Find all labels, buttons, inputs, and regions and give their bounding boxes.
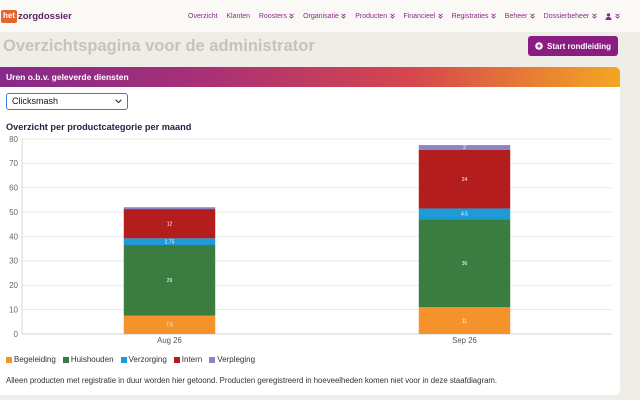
x-tick-label: Aug 26 bbox=[157, 336, 182, 345]
chevron-double-down-icon bbox=[491, 13, 496, 19]
nav-item-klanten[interactable]: Klanten bbox=[226, 13, 250, 20]
data-label: 2 bbox=[463, 145, 466, 151]
chevron-down-icon bbox=[115, 99, 122, 104]
nav-item-label: Roosters bbox=[258, 12, 287, 20]
y-tick-label: 10 bbox=[9, 305, 18, 314]
nav-item-financieel[interactable]: Financieel bbox=[403, 12, 443, 20]
data-label: 7.5 bbox=[166, 323, 173, 329]
hours-card: Uren o.b.v. geleverde diensten Clicksmas… bbox=[0, 67, 620, 395]
card-header: Uren o.b.v. geleverde diensten bbox=[0, 67, 620, 87]
nav-item-registraties[interactable]: Registraties bbox=[452, 13, 496, 20]
chevron-double-down-icon bbox=[591, 13, 597, 19]
legend-label: Huishouden bbox=[70, 355, 114, 364]
chevron-double-down-icon bbox=[438, 13, 443, 19]
top-navigation-bar: het zorgdossier Overzicht Klanten Rooste… bbox=[0, 0, 640, 32]
data-label: 24 bbox=[462, 177, 468, 183]
logo-prefix: het bbox=[1, 9, 17, 23]
start-tour-button[interactable]: Start rondleiding bbox=[528, 36, 618, 56]
nav-item-label: Organisatie bbox=[303, 12, 339, 20]
client-select[interactable]: Clicksmash bbox=[6, 93, 128, 110]
nav-item-label: Registraties bbox=[451, 12, 489, 20]
nav-item-producten[interactable]: Producten bbox=[355, 12, 395, 20]
legend-swatch bbox=[62, 356, 69, 363]
data-label: 4.5 bbox=[461, 212, 468, 218]
legend-swatch bbox=[209, 356, 216, 363]
chevron-double-down-icon bbox=[530, 13, 535, 19]
bar-segment-verzorging bbox=[418, 208, 511, 220]
legend-label: Verpleging bbox=[217, 355, 256, 364]
legend-label: Verzorging bbox=[128, 355, 167, 364]
nav-item-organisatie[interactable]: Organisatie bbox=[303, 12, 347, 20]
nav-item-label: Klanten bbox=[226, 12, 251, 20]
data-label: 11 bbox=[462, 318, 467, 324]
bar-segment-verpleging bbox=[123, 207, 216, 210]
nav-item-label: Dossierbeheer bbox=[543, 12, 590, 20]
nav-item-user-menu[interactable] bbox=[605, 12, 620, 20]
chart-legend: Begeleiding Huishouden Verzorging Intern Ver… bbox=[6, 355, 255, 364]
nav-item-beheer[interactable]: Beheer bbox=[505, 13, 535, 20]
bar-stack-sep-26: 11 36 4.5 24 2 bbox=[418, 145, 511, 334]
logo[interactable]: het zorgdossier bbox=[1, 8, 72, 24]
stacked-bar-chart: 0 10 20 30 40 50 60 70 80 7.5 29 2.75 12 Aug 26 11 36 4.… bbox=[9, 135, 612, 345]
client-select-value: Clicksmash bbox=[12, 96, 59, 106]
bar-segment-huishouden bbox=[418, 219, 511, 308]
y-tick-label: 50 bbox=[9, 208, 18, 217]
y-tick-label: 40 bbox=[9, 232, 18, 241]
legend-swatch bbox=[120, 356, 127, 363]
logo-name: zorgdossier bbox=[18, 10, 72, 22]
legend-item-huishouden[interactable]: Huishouden bbox=[62, 355, 114, 364]
y-tick-label: 0 bbox=[14, 330, 19, 339]
nav-item-roosters[interactable]: Roosters bbox=[259, 13, 295, 20]
data-label: 29 bbox=[167, 278, 173, 284]
page-title: Overzichtspagina voor de administrator bbox=[3, 37, 315, 55]
nav-item-overzicht[interactable]: Overzicht bbox=[188, 13, 218, 20]
nav-item-dossierbeheer[interactable]: Dossierbeheer bbox=[544, 13, 597, 20]
nav-item-label: Financieel bbox=[403, 12, 436, 20]
chart-footnote: Alleen producten met registratie in duur… bbox=[6, 376, 498, 385]
legend-swatch bbox=[173, 356, 180, 363]
start-tour-label: Start rondleiding bbox=[547, 41, 611, 51]
user-icon bbox=[605, 12, 612, 20]
chart-title: Overzicht per productcategorie per maand bbox=[6, 122, 192, 132]
bar-stack-aug-26: 7.5 29 2.75 12 bbox=[123, 207, 216, 334]
gridlines bbox=[22, 138, 612, 335]
legend-item-verpleging[interactable]: Verpleging bbox=[209, 355, 255, 364]
bar-segment-intern bbox=[418, 149, 511, 209]
y-tick-label: 30 bbox=[9, 257, 18, 266]
legend-item-verzorging[interactable]: Verzorging bbox=[120, 355, 167, 364]
chevron-double-down-icon bbox=[341, 13, 347, 19]
bar-segment-huishouden bbox=[123, 245, 216, 316]
y-tick-label: 60 bbox=[9, 184, 18, 193]
legend-label: Begeleiding bbox=[14, 355, 56, 364]
legend-swatch bbox=[6, 356, 12, 363]
bar-segment-verzorging bbox=[123, 238, 216, 246]
data-label: 2.75 bbox=[165, 239, 175, 245]
data-label: 36 bbox=[462, 261, 468, 267]
main-menu: Overzicht Klanten Roosters Organisatie P… bbox=[188, 9, 620, 23]
nav-item-label: Producten bbox=[355, 12, 388, 20]
chevron-double-down-icon bbox=[389, 13, 395, 19]
x-tick-label: Sep 26 bbox=[452, 336, 477, 345]
bar-segment-verpleging bbox=[418, 145, 511, 150]
legend-item-intern[interactable]: Intern bbox=[173, 355, 203, 364]
bar-segment-begeleiding bbox=[418, 307, 511, 334]
nav-item-label: Overzicht bbox=[188, 12, 218, 20]
plus-circle-icon bbox=[535, 42, 543, 50]
legend-item-begeleiding[interactable]: Begeleiding bbox=[6, 355, 56, 364]
legend-label: Intern bbox=[181, 355, 203, 364]
chevron-double-down-icon bbox=[289, 13, 295, 19]
nav-item-label: Beheer bbox=[504, 12, 528, 20]
y-tick-label: 20 bbox=[9, 281, 18, 290]
y-tick-label: 70 bbox=[9, 159, 18, 168]
chevron-double-down-icon bbox=[615, 13, 620, 19]
bar-segment-begeleiding bbox=[123, 315, 216, 334]
y-tick-label: 80 bbox=[9, 135, 18, 144]
bar-segment-intern bbox=[123, 209, 216, 239]
data-label: 12 bbox=[167, 221, 173, 227]
